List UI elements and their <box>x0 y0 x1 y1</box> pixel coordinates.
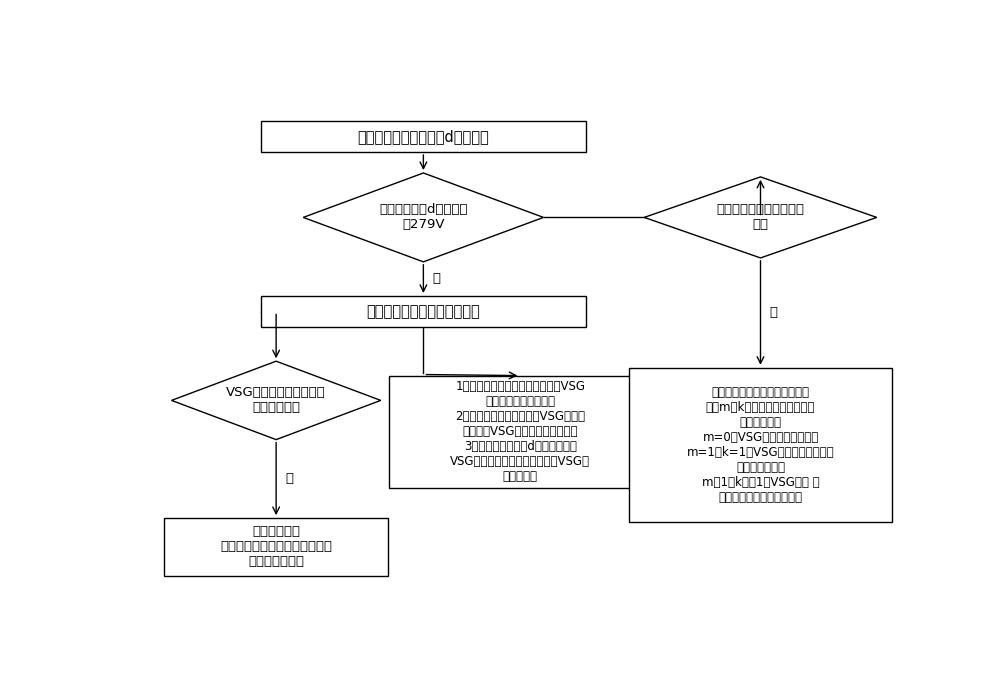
Text: VSG电感电流是否超过设
定的电流阀值: VSG电感电流是否超过设 定的电流阀值 <box>226 386 326 414</box>
Text: 根据电流内环电流指令值补偿值
系数m、k的不同取值实现三种不
同控制目标。
m=0：VSG三相输出电流平衡
m=1，k=1：VSG输出有功功率二倍
频脉动抑制控: 根据电流内环电流指令值补偿值 系数m、k的不同取值实现三种不 同控制目标。 m=… <box>687 386 834 504</box>
Text: 电网发生电压不对称跌落
故障: 电网发生电压不对称跌落 故障 <box>716 204 804 232</box>
Polygon shape <box>172 361 381 439</box>
Text: 实时检测电网电压正序d轴分量值: 实时检测电网电压正序d轴分量值 <box>358 129 489 144</box>
Bar <box>164 518 388 576</box>
Text: 是: 是 <box>433 272 441 285</box>
Text: 加入虚拟电阻
且电压内环第一电压指令值变为
第二电压指令值: 加入虚拟电阻 且电压内环第一电压指令值变为 第二电压指令值 <box>220 526 332 568</box>
Bar <box>261 121 586 152</box>
Text: 1、根据电网电压跌落深度来增加VSG
输出无功功率指令值。
2、根据无功功率指令值和VSG额定容
量来减小VSG输出有功功率指令值
3、将电网电压正序d轴分量前: 1、根据电网电压跌落深度来增加VSG 输出无功功率指令值。 2、根据无功功率指令… <box>450 380 590 483</box>
Polygon shape <box>303 173 544 262</box>
Polygon shape <box>644 177 877 258</box>
Text: 电网电压正序d轴分量小
于279V: 电网电压正序d轴分量小 于279V <box>379 204 468 232</box>
Text: 是: 是 <box>285 473 293 485</box>
Text: 是: 是 <box>770 306 778 319</box>
Text: 判断为电网发生电压跌落故障: 判断为电网发生电压跌落故障 <box>366 304 480 319</box>
Bar <box>388 375 652 488</box>
Bar <box>261 296 586 327</box>
Bar <box>629 368 892 522</box>
